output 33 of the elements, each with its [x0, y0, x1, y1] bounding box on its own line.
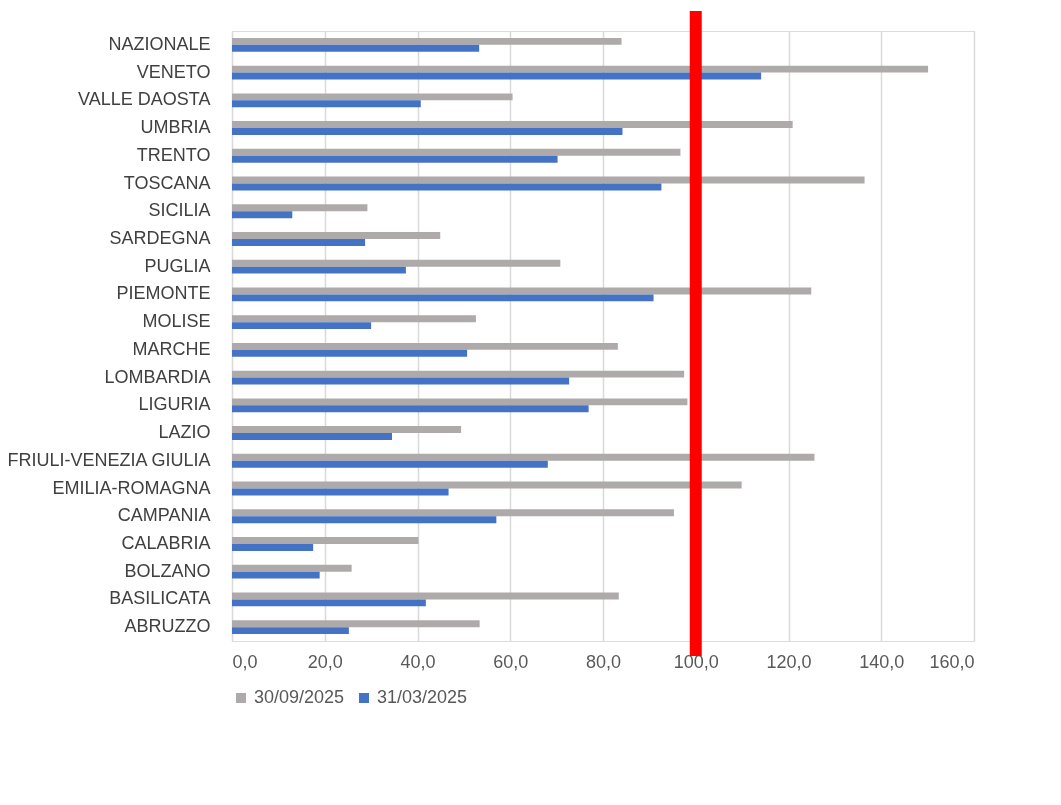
x-tick-label: 0,0 [232, 651, 258, 672]
y-tick-label: MOLISE [142, 311, 211, 332]
x-tick-label: 40,0 [400, 651, 436, 672]
y-tick-label: SICILIA [148, 200, 211, 221]
legend-label: 30/09/2025 [254, 687, 345, 707]
y-tick-label: CALABRIA [121, 532, 211, 553]
y-tick-label: CAMPANIA [117, 505, 211, 526]
y-tick-label: LAZIO [158, 422, 211, 443]
x-tick-label: 160,0 [929, 651, 975, 672]
x-tick-label: 80,0 [585, 651, 622, 672]
y-tick-label: MARCHE [132, 338, 211, 359]
legend-label: 31/03/2025 [377, 687, 468, 707]
y-tick-label: TRENTO [136, 144, 211, 165]
y-tick-label: FRIULI-VENEZIA GIULIA [7, 449, 211, 470]
y-tick-label: PUGLIA [144, 255, 211, 276]
y-tick-label: VALLE DAOSTA [78, 89, 211, 110]
x-tick-label: 120,0 [766, 651, 812, 672]
x-tick-label: 60,0 [493, 651, 529, 672]
y-tick-label: TOSCANA [123, 172, 211, 193]
x-tick-label: 140,0 [859, 651, 905, 672]
y-tick-label: ABRUZZO [124, 616, 211, 637]
x-tick-label: 20,0 [307, 651, 343, 672]
y-tick-label: UMBRIA [140, 117, 211, 138]
y-tick-label: VENETO [136, 61, 211, 82]
y-tick-label: EMILIA-ROMAGNA [52, 477, 211, 498]
y-tick-label: LIGURIA [138, 394, 211, 415]
y-tick-label: PIEMONTE [116, 283, 211, 304]
y-tick-label: BASILICATA [109, 588, 211, 609]
y-tick-label: BOLZANO [124, 560, 211, 581]
y-tick-label: SARDEGNA [109, 227, 211, 248]
y-tick-label: NAZIONALE [108, 33, 211, 54]
y-tick-label: LOMBARDIA [104, 366, 211, 387]
x-tick-label: 100,0 [673, 651, 719, 672]
